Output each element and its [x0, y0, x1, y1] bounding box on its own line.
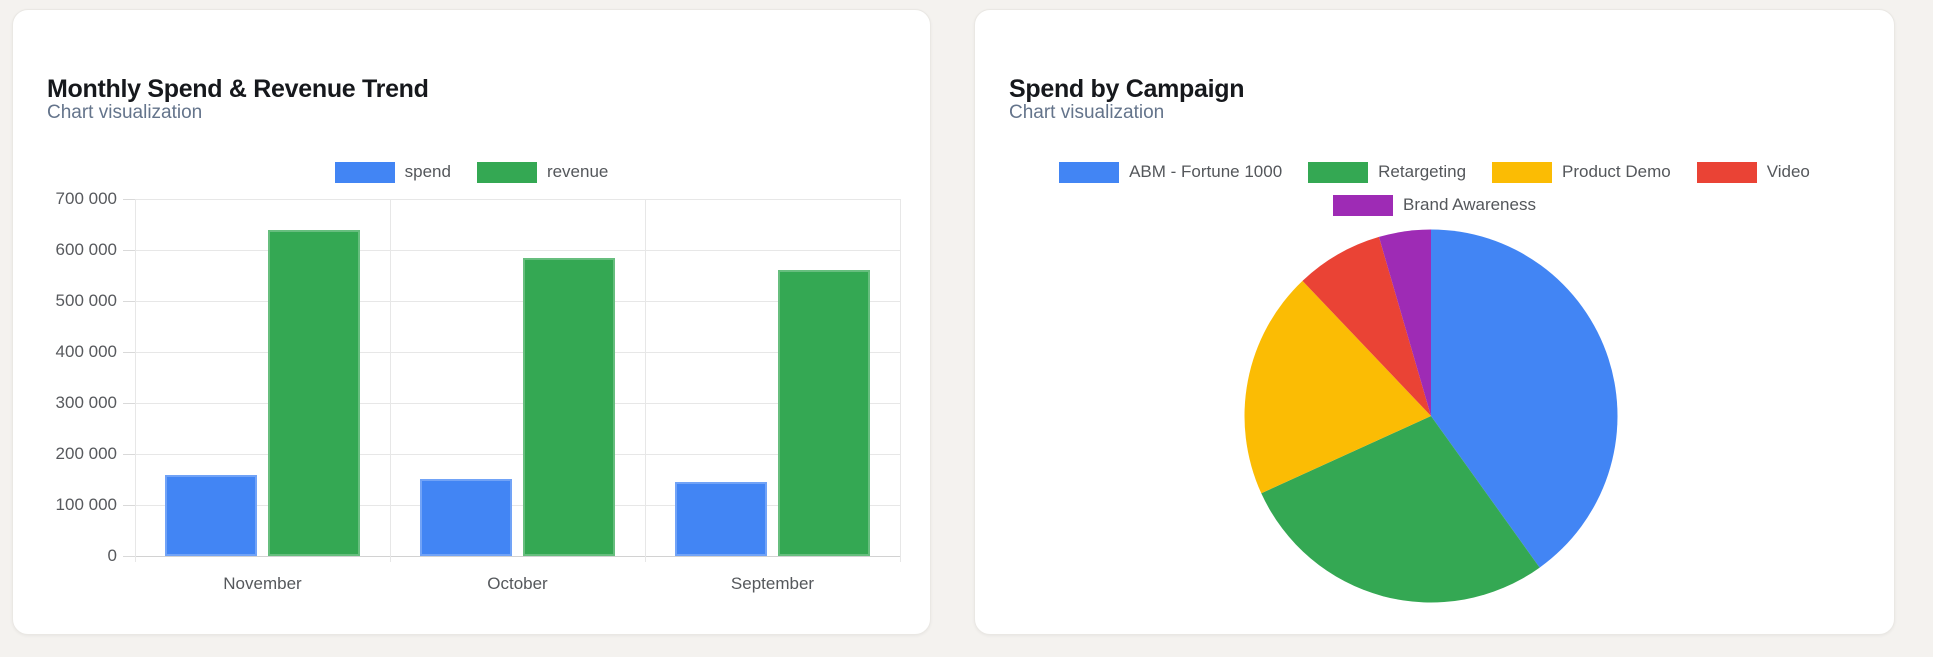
- gridline: [135, 250, 900, 251]
- pie-slice-brand-awareness[interactable]: Brand Awareness: 4.5%: [1378, 229, 1431, 417]
- legend-item-abm-fortune-1000[interactable]: ABM - Fortune 1000: [1059, 161, 1283, 183]
- legend-label: Retargeting: [1378, 162, 1467, 181]
- y-tick-mark: [123, 556, 135, 557]
- legend-label: Product Demo: [1562, 162, 1671, 181]
- legend-label: Video: [1766, 162, 1810, 181]
- legend-label: spend: [404, 162, 451, 181]
- legend-item-retargeting[interactable]: Retargeting: [1308, 161, 1467, 183]
- y-tick-label: 400 000: [55, 342, 117, 361]
- card-title: Monthly Spend & Revenue Trend: [47, 74, 429, 103]
- category-gridline: [135, 199, 136, 562]
- y-tick-mark: [123, 301, 135, 302]
- legend-item-spend[interactable]: spend: [334, 161, 451, 183]
- y-tick-label: 0: [107, 546, 117, 565]
- pie-slice-abm-fortune-1000[interactable]: ABM - Fortune 1000: 40.1%: [1431, 229, 1618, 568]
- gridline: [135, 556, 900, 557]
- legend-swatch: [1059, 161, 1120, 183]
- legend-item-brand-awareness[interactable]: Brand Awareness: [1333, 194, 1536, 216]
- y-tick-mark: [123, 505, 135, 506]
- legend-swatch: [334, 161, 395, 183]
- legend-swatch: [1696, 161, 1757, 183]
- pie-slice-product-demo[interactable]: Product Demo: 19.7%: [1244, 280, 1431, 494]
- y-tick-label: 600 000: [55, 240, 117, 259]
- category-gridline: [390, 199, 391, 562]
- y-tick-label: 700 000: [55, 189, 117, 208]
- bar-revenue-november[interactable]: [268, 229, 360, 556]
- pie-chart-legend-row-1: ABM - Fortune 1000 Retargeting Product Dem…: [975, 161, 1894, 183]
- y-tick-mark: [123, 199, 135, 200]
- bar-revenue-september[interactable]: [778, 270, 870, 556]
- y-tick-mark: [123, 454, 135, 455]
- legend-swatch: [476, 161, 537, 183]
- legend-swatch: [1308, 161, 1369, 183]
- card-subtitle: Chart visualization: [47, 102, 203, 123]
- legend-label: Brand Awareness: [1403, 195, 1536, 214]
- bar-spend-november[interactable]: [165, 474, 257, 556]
- pie-slice-video[interactable]: Video: 7.6%: [1302, 236, 1431, 416]
- gridline: [135, 352, 900, 353]
- bar-spend-september[interactable]: [675, 481, 767, 556]
- y-tick-label: 300 000: [55, 393, 117, 412]
- y-tick-label: 200 000: [55, 444, 117, 463]
- spend-by-campaign-card: Spend by Campaign Chart visualization AB…: [974, 9, 1895, 635]
- bar-chart-legend: spend revenue: [13, 161, 930, 183]
- legend-swatch: [1333, 194, 1394, 216]
- card-title: Spend by Campaign: [1009, 74, 1245, 103]
- bar-revenue-october[interactable]: [523, 257, 615, 556]
- y-tick-mark: [123, 250, 135, 251]
- bar-spend-october[interactable]: [420, 479, 512, 556]
- pie-chart: ABM - Fortune 1000: 40.1%Retargeting: 28…: [1244, 229, 1618, 603]
- pie-chart-legend-row-2: Brand Awareness: [975, 194, 1894, 216]
- x-axis-label: November: [223, 574, 302, 593]
- gridline: [135, 505, 900, 506]
- legend-swatch: [1492, 161, 1553, 183]
- pie-slice-retargeting[interactable]: Retargeting: 28.1%: [1261, 416, 1540, 603]
- y-tick-label: 500 000: [55, 291, 117, 310]
- gridline: [135, 403, 900, 404]
- y-tick-mark: [123, 352, 135, 353]
- category-gridline: [645, 199, 646, 562]
- gridline: [135, 199, 900, 200]
- monthly-spend-revenue-card: Monthly Spend & Revenue Trend Chart visu…: [12, 9, 931, 635]
- legend-item-revenue[interactable]: revenue: [476, 161, 609, 183]
- gridline: [135, 301, 900, 302]
- y-tick-mark: [123, 403, 135, 404]
- legend-label: revenue: [546, 162, 609, 181]
- card-subtitle: Chart visualization: [1009, 102, 1165, 123]
- bar-chart: 0 100 000 200 000 300 000 400 000 500 000 600 …: [56, 189, 901, 593]
- category-gridline: [900, 199, 901, 562]
- gridline: [135, 454, 900, 455]
- x-axis-label: October: [487, 574, 548, 593]
- legend-item-product-demo[interactable]: Product Demo: [1492, 161, 1671, 183]
- legend-item-video[interactable]: Video: [1696, 161, 1810, 183]
- legend-label: ABM - Fortune 1000: [1129, 162, 1283, 181]
- x-axis-label: September: [730, 574, 815, 593]
- y-tick-label: 100 000: [55, 495, 117, 514]
